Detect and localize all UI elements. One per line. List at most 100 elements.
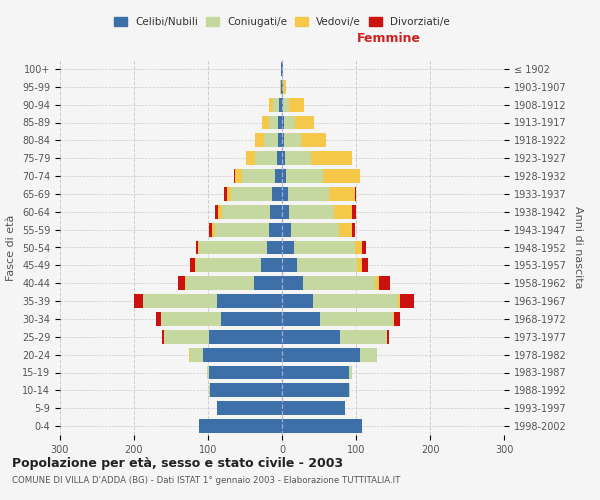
Bar bbox=[282, 348, 360, 362]
Bar bbox=[280, 80, 281, 94]
Bar bbox=[156, 312, 161, 326]
Bar bbox=[311, 151, 352, 165]
Bar bbox=[199, 240, 267, 254]
Bar bbox=[215, 205, 218, 219]
Bar bbox=[231, 187, 272, 201]
Bar bbox=[282, 134, 284, 147]
Bar bbox=[217, 294, 282, 308]
Legend: Celibi/Nubili, Coniugati/e, Vedovi/e, Divorziati/e: Celibi/Nubili, Coniugati/e, Vedovi/e, Di… bbox=[110, 12, 454, 31]
Bar bbox=[207, 366, 209, 380]
Bar bbox=[282, 312, 320, 326]
Bar bbox=[283, 98, 289, 112]
Bar bbox=[294, 240, 355, 254]
Bar bbox=[282, 258, 297, 272]
Bar bbox=[190, 348, 203, 362]
Bar bbox=[197, 240, 199, 254]
Text: Popolazione per età, sesso e stato civile - 2003: Popolazione per età, sesso e stato civil… bbox=[12, 458, 343, 470]
Bar bbox=[282, 330, 340, 344]
Bar bbox=[334, 205, 352, 219]
Bar bbox=[203, 348, 282, 362]
Bar bbox=[221, 312, 282, 326]
Y-axis label: Fasce di età: Fasce di età bbox=[7, 214, 16, 280]
Bar bbox=[210, 384, 282, 398]
Bar bbox=[283, 80, 284, 94]
Bar bbox=[282, 419, 362, 433]
Bar bbox=[360, 348, 377, 362]
Bar bbox=[289, 98, 304, 112]
Bar bbox=[234, 169, 235, 183]
Bar bbox=[189, 348, 190, 362]
Bar bbox=[288, 187, 329, 201]
Bar bbox=[217, 401, 282, 415]
Bar bbox=[178, 276, 185, 290]
Bar bbox=[199, 419, 282, 433]
Bar bbox=[143, 294, 217, 308]
Bar bbox=[282, 80, 283, 94]
Bar bbox=[281, 80, 282, 94]
Bar bbox=[269, 98, 273, 112]
Bar bbox=[209, 366, 282, 380]
Bar bbox=[246, 151, 254, 165]
Bar bbox=[349, 384, 350, 398]
Bar bbox=[379, 276, 390, 290]
Bar bbox=[284, 134, 301, 147]
Bar bbox=[320, 312, 393, 326]
Bar bbox=[282, 401, 345, 415]
Bar bbox=[282, 205, 289, 219]
Bar bbox=[282, 116, 284, 130]
Bar bbox=[282, 98, 283, 112]
Bar bbox=[272, 187, 282, 201]
Bar bbox=[400, 294, 415, 308]
Bar bbox=[355, 240, 362, 254]
Bar bbox=[254, 276, 282, 290]
Bar bbox=[273, 98, 279, 112]
Bar bbox=[218, 205, 222, 219]
Bar bbox=[291, 222, 339, 236]
Bar bbox=[196, 258, 261, 272]
Bar bbox=[394, 312, 400, 326]
Bar bbox=[282, 276, 303, 290]
Bar bbox=[352, 222, 355, 236]
Bar bbox=[275, 169, 282, 183]
Bar bbox=[161, 312, 221, 326]
Bar bbox=[313, 294, 398, 308]
Bar bbox=[164, 330, 209, 344]
Bar bbox=[285, 151, 311, 165]
Bar bbox=[209, 384, 210, 398]
Bar bbox=[289, 205, 334, 219]
Bar bbox=[278, 116, 282, 130]
Bar bbox=[284, 80, 286, 94]
Bar bbox=[277, 151, 282, 165]
Bar bbox=[209, 330, 282, 344]
Bar bbox=[262, 116, 269, 130]
Bar bbox=[303, 276, 375, 290]
Bar bbox=[278, 134, 282, 147]
Bar bbox=[279, 98, 282, 112]
Bar bbox=[284, 116, 295, 130]
Bar bbox=[329, 187, 355, 201]
Bar bbox=[263, 134, 278, 147]
Y-axis label: Anni di nascita: Anni di nascita bbox=[573, 206, 583, 289]
Bar bbox=[222, 205, 270, 219]
Bar bbox=[224, 187, 227, 201]
Bar bbox=[196, 240, 197, 254]
Bar bbox=[295, 116, 314, 130]
Bar bbox=[282, 240, 294, 254]
Bar bbox=[227, 187, 231, 201]
Bar bbox=[235, 169, 242, 183]
Bar bbox=[242, 169, 275, 183]
Bar bbox=[162, 330, 164, 344]
Bar bbox=[398, 294, 400, 308]
Bar bbox=[261, 258, 282, 272]
Bar bbox=[282, 222, 291, 236]
Bar bbox=[282, 62, 283, 76]
Bar bbox=[269, 222, 282, 236]
Bar bbox=[270, 205, 282, 219]
Bar bbox=[282, 169, 286, 183]
Bar bbox=[267, 240, 282, 254]
Bar bbox=[269, 116, 278, 130]
Bar bbox=[254, 134, 263, 147]
Bar bbox=[340, 330, 387, 344]
Bar bbox=[362, 258, 368, 272]
Bar bbox=[282, 366, 349, 380]
